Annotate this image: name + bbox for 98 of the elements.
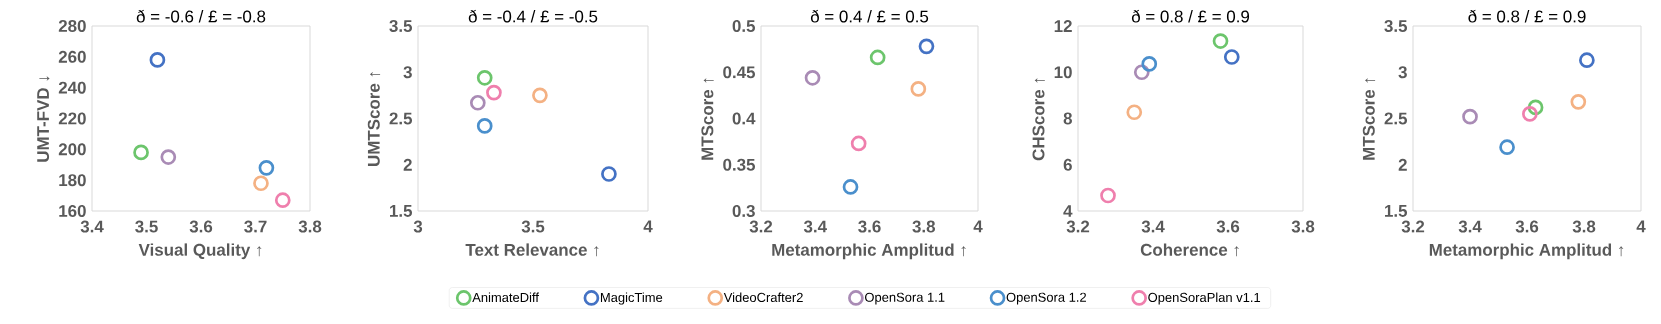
y-tick-label: 180 bbox=[59, 174, 86, 187]
point bbox=[850, 135, 867, 152]
y-tick-label: 200 bbox=[58, 143, 86, 156]
x-axis-title: Text Relevance ↑ bbox=[465, 243, 599, 257]
y-tick-label: 0.45 bbox=[723, 66, 756, 79]
point bbox=[601, 166, 617, 182]
y-tick-label: 0.4 bbox=[732, 112, 756, 125]
y-axis-title: MTScore ↑ bbox=[701, 78, 714, 160]
chart-title: ð = 0.8 / £ = 0.9 bbox=[1468, 9, 1586, 23]
y-tick-label: 2.5 bbox=[1384, 112, 1408, 125]
point bbox=[842, 179, 859, 195]
x-tick-label: 3.2 bbox=[1401, 220, 1425, 233]
y-tick-label: 8 bbox=[1063, 112, 1072, 125]
y-tick-label: 3.5 bbox=[1384, 19, 1408, 32]
point bbox=[486, 84, 502, 101]
point bbox=[253, 175, 269, 192]
legend-label: OpenSora 1.1 bbox=[865, 292, 945, 305]
point bbox=[258, 159, 275, 176]
y-tick-label: 2 bbox=[403, 158, 412, 171]
x-tick-label: 3.2 bbox=[1066, 220, 1090, 233]
x-tick-label: 3.6 bbox=[189, 220, 213, 233]
point bbox=[1223, 49, 1240, 65]
legend-label: OpenSoraPlan v1.1 bbox=[1148, 292, 1261, 305]
x-tick-label: 3.4 bbox=[1141, 220, 1165, 233]
y-tick-label: 3 bbox=[1398, 66, 1407, 79]
legend-label: AnimateDiff bbox=[472, 292, 539, 303]
y-axis-title: CHScore ↑ bbox=[1032, 78, 1045, 161]
x-axis-title: Coherence ↑ bbox=[1140, 243, 1239, 257]
chart-title: ð = 0.4 / £ = 0.5 bbox=[810, 9, 929, 23]
x-tick-label: 3.6 bbox=[1515, 220, 1539, 233]
y-tick-label: 2 bbox=[1398, 158, 1407, 171]
point bbox=[1462, 108, 1478, 125]
y-tick-label: 6 bbox=[1063, 158, 1072, 171]
y-tick-label: 280 bbox=[58, 20, 86, 32]
point bbox=[274, 192, 291, 209]
point bbox=[918, 38, 935, 55]
point bbox=[149, 52, 166, 68]
x-tick-label: 4 bbox=[1636, 220, 1646, 233]
point bbox=[1570, 94, 1587, 110]
chart-title: ð = -0.6 / £ = -0.8 bbox=[136, 9, 266, 23]
y-tick-label: 160 bbox=[59, 205, 86, 217]
point bbox=[1126, 104, 1143, 121]
y-tick-label: 3.5 bbox=[389, 19, 413, 32]
x-tick-label: 3.5 bbox=[521, 220, 545, 233]
x-tick-label: 3.4 bbox=[803, 220, 827, 233]
x-tick-label: 3.2 bbox=[749, 220, 773, 233]
legend-label: VideoCrafter2 bbox=[723, 292, 803, 303]
y-tick-label: 240 bbox=[58, 81, 86, 94]
x-tick-label: 3.8 bbox=[298, 220, 322, 233]
point bbox=[1100, 187, 1116, 204]
x-tick-label: 3.8 bbox=[1291, 220, 1315, 233]
point bbox=[1522, 106, 1538, 122]
point bbox=[133, 144, 149, 161]
x-tick-label: 3.8 bbox=[1572, 220, 1596, 233]
x-tick-label: 4 bbox=[973, 220, 983, 233]
x-tick-label: 3.4 bbox=[80, 220, 104, 233]
point bbox=[869, 49, 886, 66]
y-tick-label: 2.5 bbox=[389, 112, 413, 125]
point bbox=[910, 81, 927, 97]
y-tick-label: 12 bbox=[1054, 20, 1072, 32]
y-tick-label: 10 bbox=[1054, 66, 1072, 79]
y-tick-label: 260 bbox=[58, 50, 86, 63]
y-tick-label: 0.5 bbox=[732, 20, 756, 32]
y-axis-title: UMT-FVD ↓ bbox=[37, 76, 50, 162]
y-tick-label: 3 bbox=[403, 66, 412, 79]
y-tick-label: 0.35 bbox=[723, 158, 756, 171]
y-axis-title: MTScore ↑ bbox=[1362, 78, 1376, 160]
x-tick-label: 3.8 bbox=[912, 220, 936, 233]
x-axis-title: Metamorphic Amplitud ↑ bbox=[772, 243, 966, 260]
chart-title: ð = -0.4 / £ = -0.5 bbox=[468, 9, 598, 23]
point bbox=[1141, 56, 1158, 72]
point bbox=[476, 118, 493, 134]
point bbox=[1499, 139, 1515, 156]
x-tick-label: 3.4 bbox=[1458, 220, 1482, 233]
x-tick-label: 3.7 bbox=[244, 220, 267, 233]
point bbox=[532, 87, 548, 104]
point bbox=[476, 69, 493, 86]
legend-label: OpenSora 1.2 bbox=[1006, 292, 1086, 305]
y-tick-label: 1.5 bbox=[1385, 205, 1408, 217]
x-axis-title: Visual Quality ↑ bbox=[138, 243, 262, 260]
y-tick-label: 220 bbox=[58, 112, 86, 125]
x-tick-label: 4 bbox=[643, 220, 653, 233]
x-tick-label: 3 bbox=[413, 220, 423, 233]
y-tick-label: 0.3 bbox=[732, 204, 755, 218]
y-tick-label: 4 bbox=[1063, 205, 1073, 217]
point bbox=[804, 69, 821, 86]
y-tick-label: 1.5 bbox=[390, 205, 413, 217]
point bbox=[469, 94, 486, 111]
point bbox=[1579, 52, 1595, 69]
point bbox=[1212, 33, 1229, 49]
x-tick-label: 3.6 bbox=[1216, 220, 1240, 233]
x-tick-label: 3.5 bbox=[135, 220, 158, 233]
x-axis-title: Metamorphic Amplitud ↑ bbox=[1429, 243, 1624, 260]
y-axis-title: UMTScore ↑ bbox=[367, 72, 381, 166]
x-tick-label: 3.6 bbox=[858, 220, 881, 233]
point bbox=[160, 149, 177, 165]
legend-label: MagicTime bbox=[600, 292, 663, 305]
chart-title: ð = 0.8 / £ = 0.9 bbox=[1131, 9, 1250, 23]
